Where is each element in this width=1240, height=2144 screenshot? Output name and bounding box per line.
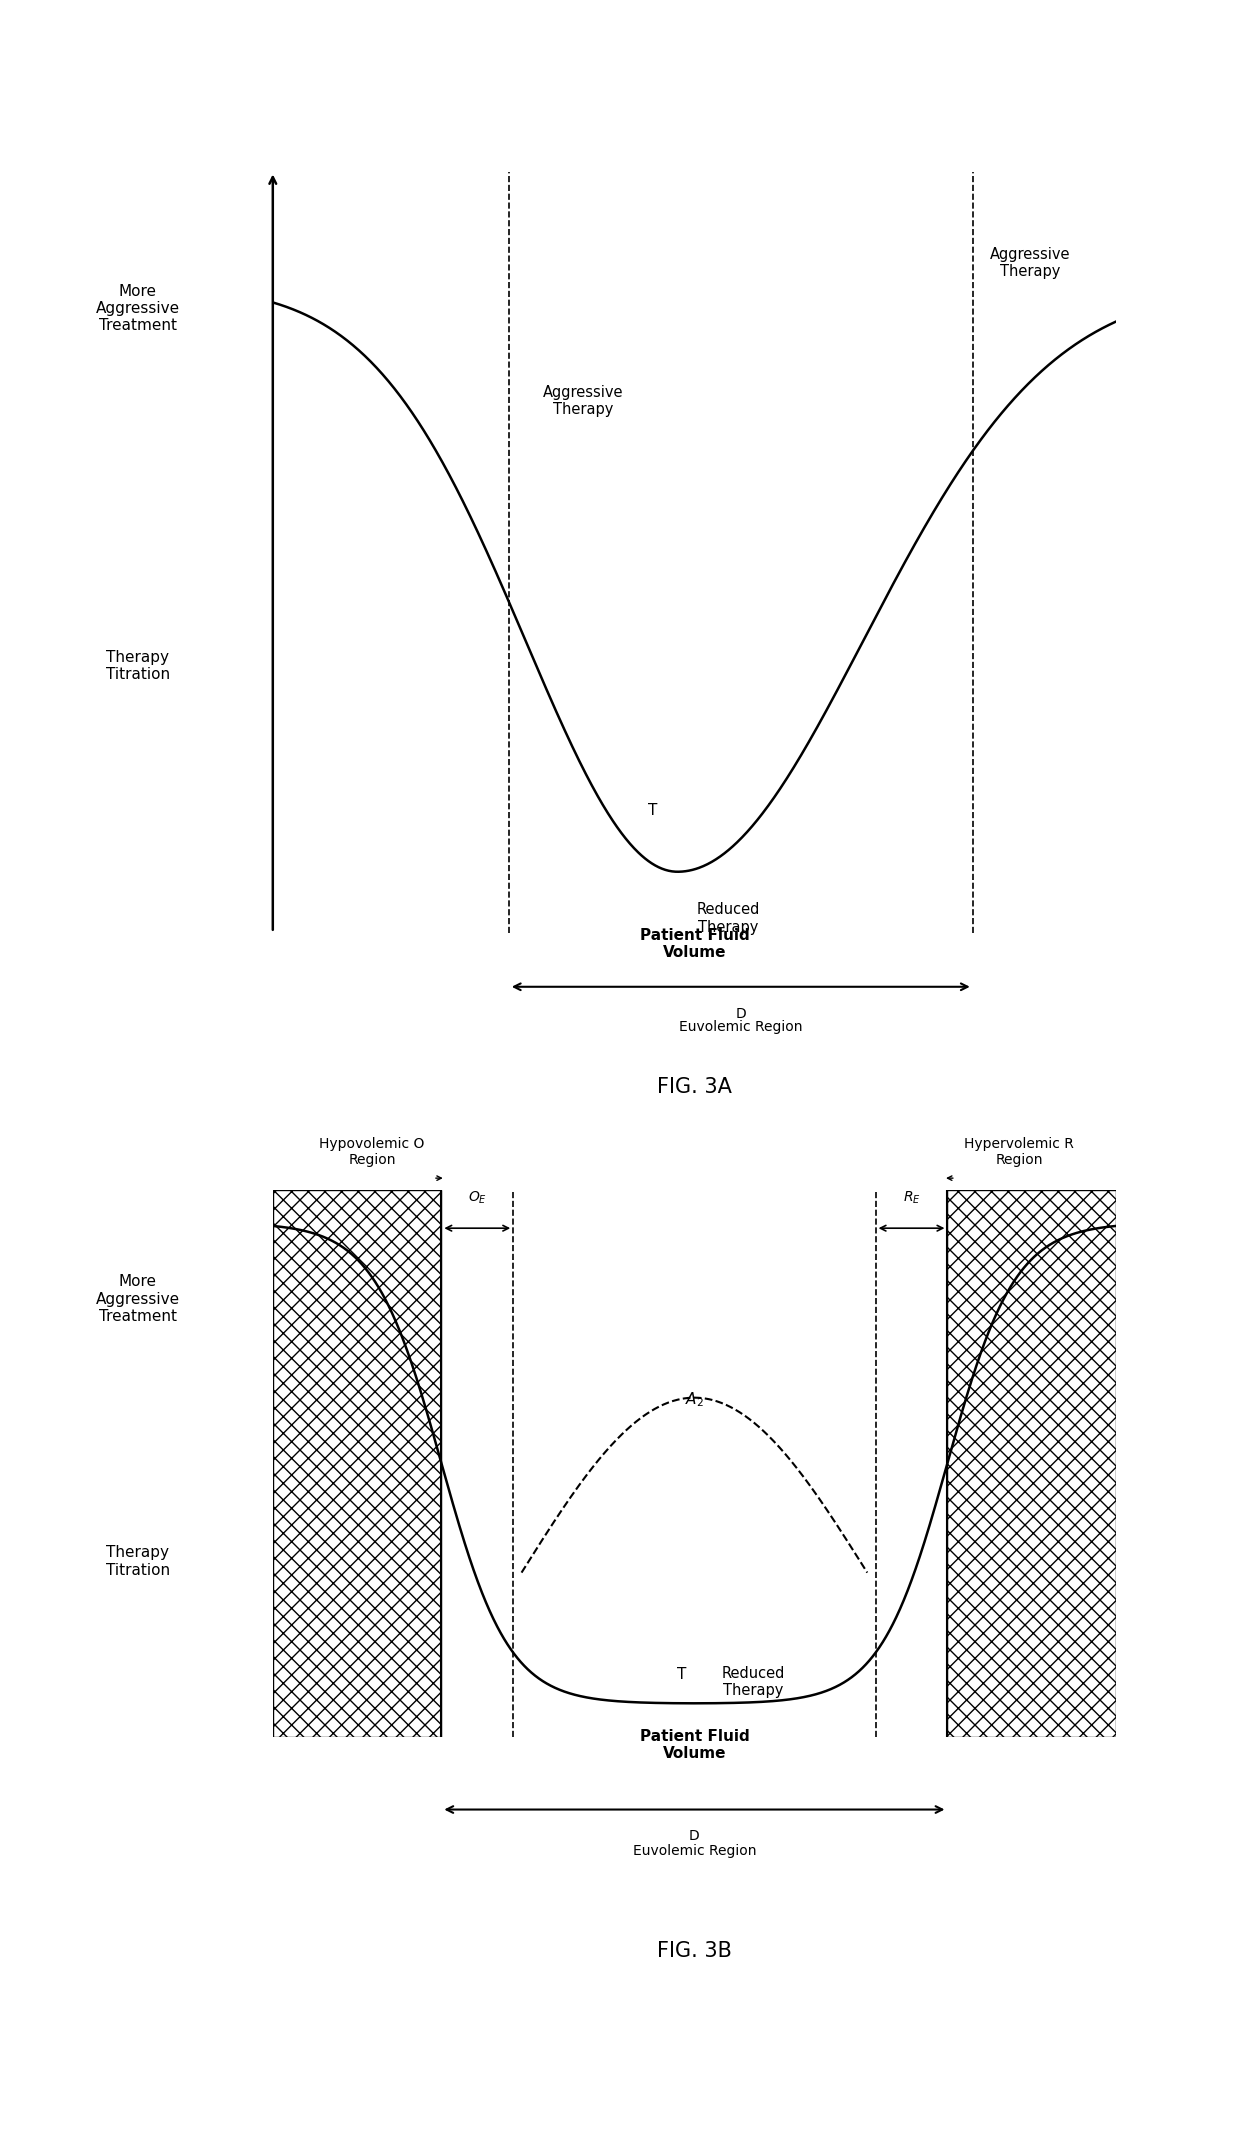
Text: D: D (735, 1008, 746, 1021)
Text: T: T (649, 804, 657, 819)
Text: T: T (677, 1668, 686, 1681)
Bar (273, 1190, 441, 1737)
Text: Reduced
Therapy: Reduced Therapy (722, 1666, 785, 1698)
Text: Therapy
Titration: Therapy Titration (105, 1546, 170, 1578)
Text: $R_E$: $R_E$ (903, 1190, 920, 1207)
Text: Euvolemic Region: Euvolemic Region (680, 1021, 802, 1033)
Text: More
Aggressive
Treatment: More Aggressive Treatment (95, 1274, 180, 1325)
Text: Euvolemic Region: Euvolemic Region (632, 1844, 756, 1859)
Bar (947, 1190, 1116, 1737)
Text: D: D (689, 1829, 699, 1844)
Text: Therapy
Titration: Therapy Titration (105, 650, 170, 682)
Text: More
Aggressive
Treatment: More Aggressive Treatment (95, 283, 180, 334)
Text: Patient Fluid
Volume: Patient Fluid Volume (640, 1728, 749, 1760)
Text: Aggressive
Therapy: Aggressive Therapy (990, 247, 1070, 279)
Text: Hypovolemic O
Region: Hypovolemic O Region (319, 1136, 424, 1166)
Text: FIG. 3A: FIG. 3A (657, 1076, 732, 1098)
Text: Reduced
Therapy: Reduced Therapy (697, 903, 760, 935)
Text: Hypervolemic R
Region: Hypervolemic R Region (965, 1136, 1074, 1166)
Text: Aggressive
Therapy: Aggressive Therapy (543, 384, 624, 418)
Text: $A_2$: $A_2$ (684, 1389, 704, 1409)
Text: $O_E$: $O_E$ (467, 1190, 487, 1207)
Text: FIG. 3B: FIG. 3B (657, 1940, 732, 1962)
Text: Patient Fluid
Volume: Patient Fluid Volume (640, 928, 749, 961)
